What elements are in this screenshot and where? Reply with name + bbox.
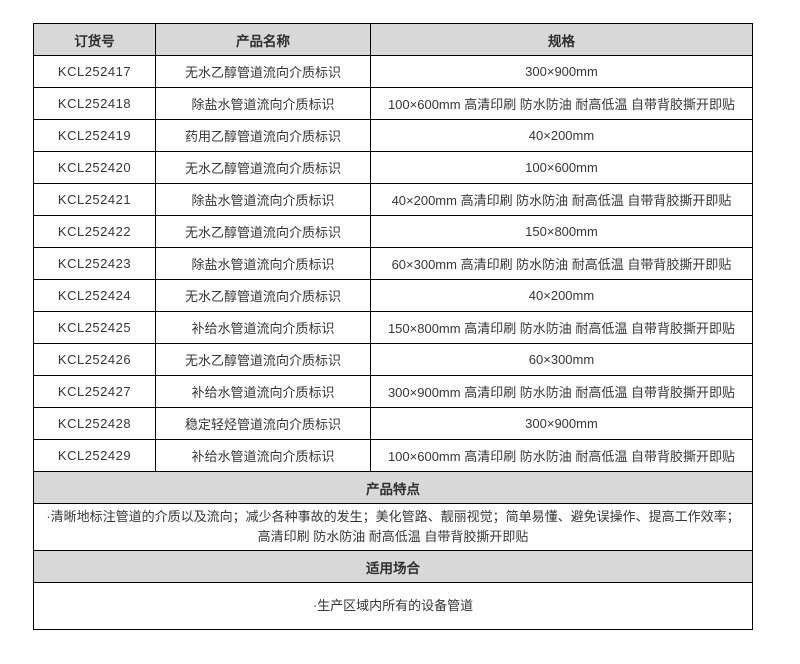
column-header-spec: 规格 xyxy=(370,23,753,56)
order-no-cell: KCL252427 xyxy=(33,375,156,408)
table-row: KCL252427 补给水管道流向介质标识 300×900mm 高清印刷 防水防… xyxy=(33,375,753,408)
table-row: KCL252419 药用乙醇管道流向介质标识 40×200mm xyxy=(33,119,753,152)
spec-cell: 150×800mm xyxy=(370,215,753,248)
spec-cell: 300×900mm xyxy=(370,55,753,88)
features-header-row: 产品特点 xyxy=(33,471,753,504)
order-no-cell: KCL252426 xyxy=(33,343,156,376)
spec-cell: 40×200mm xyxy=(370,279,753,312)
product-name-cell: 补给水管道流向介质标识 xyxy=(155,375,371,408)
applications-text-row: ·生产区域内所有的设备管道 xyxy=(33,582,753,630)
order-no-cell: KCL252428 xyxy=(33,407,156,440)
product-name-cell: 补给水管道流向介质标识 xyxy=(155,311,371,344)
table-row: KCL252417 无水乙醇管道流向介质标识 300×900mm xyxy=(33,55,753,88)
table-row: KCL252429 补给水管道流向介质标识 100×600mm 高清印刷 防水防… xyxy=(33,439,753,472)
column-header-order-no: 订货号 xyxy=(33,23,156,56)
order-no-cell: KCL252422 xyxy=(33,215,156,248)
spec-cell: 100×600mm xyxy=(370,151,753,184)
order-no-cell: KCL252419 xyxy=(33,119,156,152)
product-name-cell: 无水乙醇管道流向介质标识 xyxy=(155,151,371,184)
applications-header-row: 适用场合 xyxy=(33,550,753,583)
table-row: KCL252418 除盐水管道流向介质标识 100×600mm 高清印刷 防水防… xyxy=(33,87,753,120)
header-row: 订货号 产品名称 规格 xyxy=(33,23,753,56)
table-row: KCL252428 稳定轻烃管道流向介质标识 300×900mm xyxy=(33,407,753,440)
spec-cell: 60×300mm xyxy=(370,343,753,376)
order-no-cell: KCL252423 xyxy=(33,247,156,280)
table-row: KCL252426 无水乙醇管道流向介质标识 60×300mm xyxy=(33,343,753,376)
spec-cell: 40×200mm xyxy=(370,119,753,152)
order-no-cell: KCL252418 xyxy=(33,87,156,120)
features-header: 产品特点 xyxy=(33,471,753,504)
features-text: ·清晰地标注管道的介质以及流向；减少各种事故的发生；美化管路、靓丽视觉；简单易懂… xyxy=(33,503,753,551)
spec-cell: 100×600mm 高清印刷 防水防油 耐高低温 自带背胶撕开即贴 xyxy=(370,439,753,472)
spec-cell: 300×900mm 高清印刷 防水防油 耐高低温 自带背胶撕开即贴 xyxy=(370,375,753,408)
column-header-product-name: 产品名称 xyxy=(155,23,371,56)
table-row: KCL252421 除盐水管道流向介质标识 40×200mm 高清印刷 防水防油… xyxy=(33,183,753,216)
table-row: KCL252420 无水乙醇管道流向介质标识 100×600mm xyxy=(33,151,753,184)
spec-cell: 300×900mm xyxy=(370,407,753,440)
product-name-cell: 无水乙醇管道流向介质标识 xyxy=(155,343,371,376)
spec-cell: 60×300mm 高清印刷 防水防油 耐高低温 自带背胶撕开即贴 xyxy=(370,247,753,280)
applications-text: ·生产区域内所有的设备管道 xyxy=(33,582,753,630)
table-row: KCL252423 除盐水管道流向介质标识 60×300mm 高清印刷 防水防油… xyxy=(33,247,753,280)
product-name-cell: 药用乙醇管道流向介质标识 xyxy=(155,119,371,152)
product-name-cell: 补给水管道流向介质标识 xyxy=(155,439,371,472)
product-name-cell: 除盐水管道流向介质标识 xyxy=(155,183,371,216)
table-row: KCL252425 补给水管道流向介质标识 150×800mm 高清印刷 防水防… xyxy=(33,311,753,344)
order-no-cell: KCL252417 xyxy=(33,55,156,88)
features-text-row: ·清晰地标注管道的介质以及流向；减少各种事故的发生；美化管路、靓丽视觉；简单易懂… xyxy=(33,503,753,551)
order-no-cell: KCL252424 xyxy=(33,279,156,312)
product-name-cell: 除盐水管道流向介质标识 xyxy=(155,87,371,120)
spec-cell: 100×600mm 高清印刷 防水防油 耐高低温 自带背胶撕开即贴 xyxy=(370,87,753,120)
spec-cell: 150×800mm 高清印刷 防水防油 耐高低温 自带背胶撕开即贴 xyxy=(370,311,753,344)
spec-cell: 40×200mm 高清印刷 防水防油 耐高低温 自带背胶撕开即贴 xyxy=(370,183,753,216)
applications-header: 适用场合 xyxy=(33,550,753,583)
order-no-cell: KCL252429 xyxy=(33,439,156,472)
product-name-cell: 无水乙醇管道流向介质标识 xyxy=(155,215,371,248)
product-name-cell: 除盐水管道流向介质标识 xyxy=(155,247,371,280)
product-name-cell: 稳定轻烃管道流向介质标识 xyxy=(155,407,371,440)
table-row: KCL252424 无水乙醇管道流向介质标识 40×200mm xyxy=(33,279,753,312)
product-spec-table: 订货号 产品名称 规格 KCL252417 无水乙醇管道流向介质标识 300×9… xyxy=(33,23,753,630)
product-name-cell: 无水乙醇管道流向介质标识 xyxy=(155,55,371,88)
order-no-cell: KCL252420 xyxy=(33,151,156,184)
order-no-cell: KCL252425 xyxy=(33,311,156,344)
product-name-cell: 无水乙醇管道流向介质标识 xyxy=(155,279,371,312)
order-no-cell: KCL252421 xyxy=(33,183,156,216)
table-row: KCL252422 无水乙醇管道流向介质标识 150×800mm xyxy=(33,215,753,248)
